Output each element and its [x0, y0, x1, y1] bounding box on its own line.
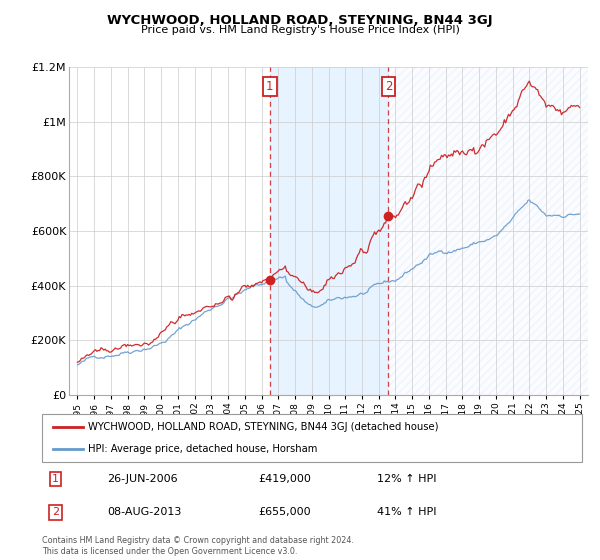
- Text: £655,000: £655,000: [258, 507, 311, 517]
- Text: HPI: Average price, detached house, Horsham: HPI: Average price, detached house, Hors…: [88, 444, 317, 454]
- Text: 2: 2: [52, 507, 59, 517]
- Text: Contains HM Land Registry data © Crown copyright and database right 2024.
This d: Contains HM Land Registry data © Crown c…: [42, 536, 354, 556]
- Bar: [388, 67, 588, 395]
- Text: £419,000: £419,000: [258, 474, 311, 484]
- FancyBboxPatch shape: [42, 414, 582, 462]
- Text: 1: 1: [266, 80, 274, 93]
- Text: 41% ↑ HPI: 41% ↑ HPI: [377, 507, 436, 517]
- Text: Price paid vs. HM Land Registry's House Price Index (HPI): Price paid vs. HM Land Registry's House …: [140, 25, 460, 35]
- Text: 12% ↑ HPI: 12% ↑ HPI: [377, 474, 436, 484]
- Text: WYCHWOOD, HOLLAND ROAD, STEYNING, BN44 3GJ (detached house): WYCHWOOD, HOLLAND ROAD, STEYNING, BN44 3…: [88, 422, 439, 432]
- Text: WYCHWOOD, HOLLAND ROAD, STEYNING, BN44 3GJ: WYCHWOOD, HOLLAND ROAD, STEYNING, BN44 3…: [107, 14, 493, 27]
- Text: 1: 1: [52, 474, 59, 484]
- Text: 08-AUG-2013: 08-AUG-2013: [107, 507, 181, 517]
- Bar: [270, 67, 388, 395]
- Text: 2: 2: [385, 80, 392, 93]
- Text: 26-JUN-2006: 26-JUN-2006: [107, 474, 178, 484]
